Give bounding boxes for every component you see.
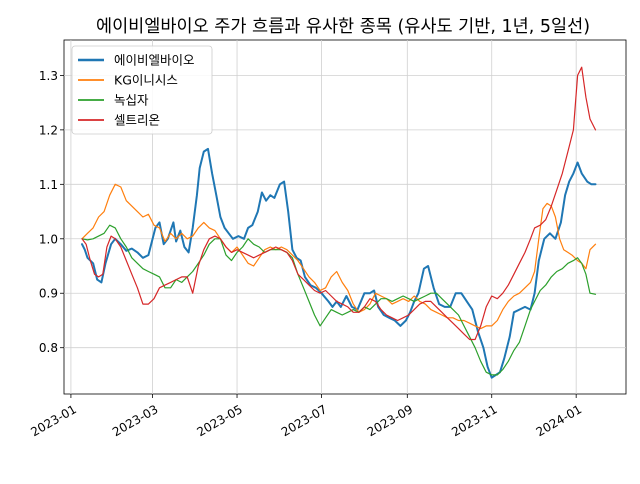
legend-label: KG이니시스 [114,73,178,88]
legend-label: 셀트리온 [114,113,160,128]
y-tick-label: 1.0 [39,232,58,246]
series-layer [81,66,597,379]
y-tick-label: 1.2 [39,123,58,137]
y-tick-label: 0.9 [39,287,58,301]
legend-label: 에이비엘바이오 [114,53,195,68]
y-tick-label: 0.8 [39,341,58,355]
legend-label: 녹십자 [114,93,149,108]
series-line-0 [81,147,597,379]
y-tick-label: 1.3 [39,69,58,83]
chart-title: 에이비엘바이오 주가 흐름과 유사한 종목 (유사도 기반, 1년, 5일선) [96,17,590,37]
series-line-1 [81,183,597,330]
series-line-2 [81,224,597,376]
series-line-3 [81,66,597,341]
y-tick-label: 1.1 [39,178,58,192]
legend-box [71,45,213,135]
